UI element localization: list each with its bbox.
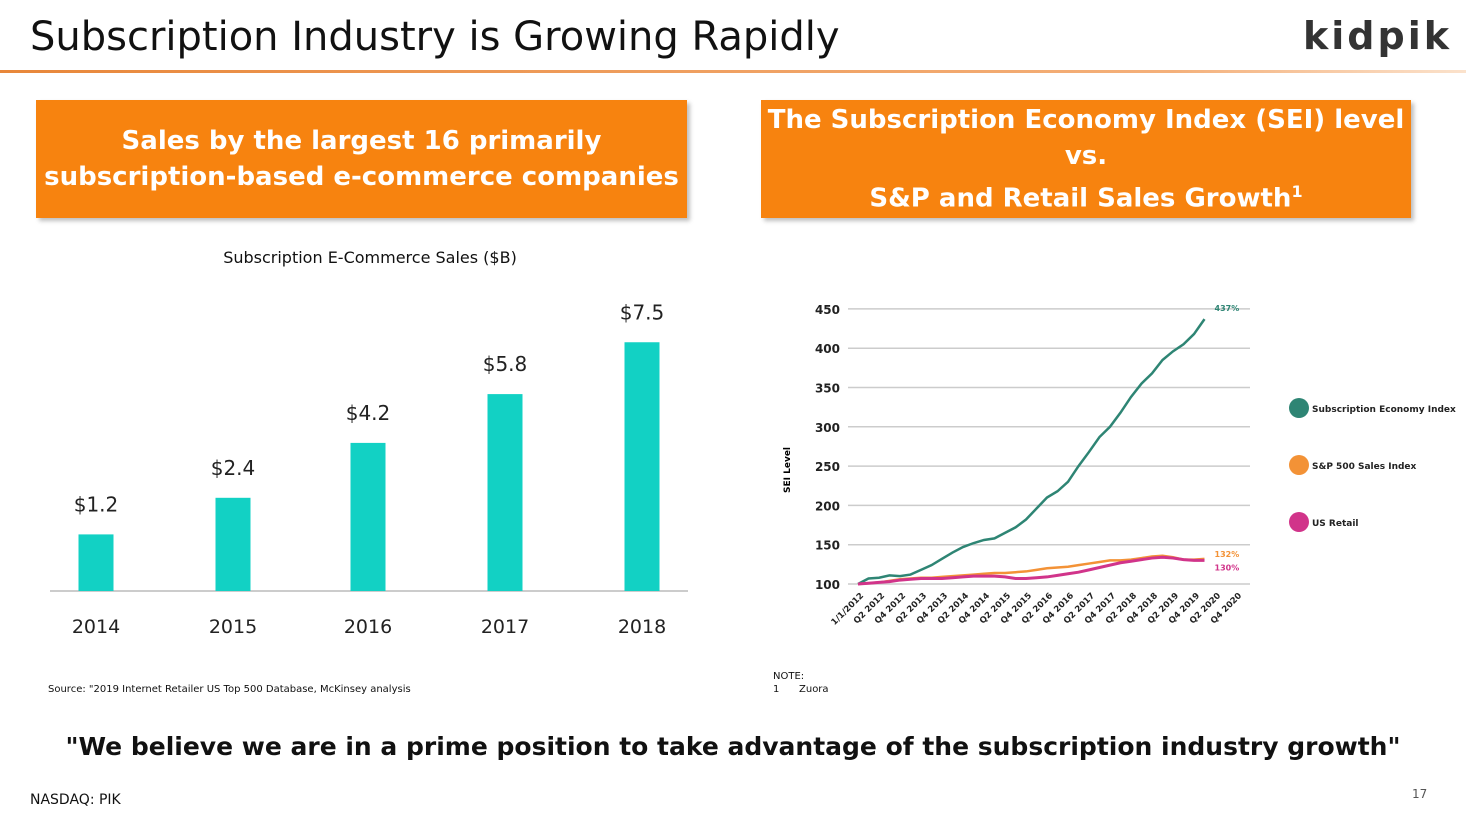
note-label: NOTE: [773, 671, 805, 682]
data-label: $4.2 [346, 401, 391, 425]
bar-chart-title: Subscription E-Commerce Sales ($B) [223, 248, 517, 267]
bar-chart: $1.2 2014 $2.4 2015 $4.2 2016 $5.8 2017 $7.5 2018 [50, 300, 688, 638]
bar-2014 [78, 534, 114, 591]
bar-2018 [624, 342, 660, 591]
x-tick-label: 2018 [618, 616, 666, 638]
y-tick-label: 350 [815, 382, 840, 396]
right-header-box: The Subscription Economy Index (SEI) lev… [761, 100, 1411, 218]
note-text: Zuora [799, 684, 829, 695]
bar-2017 [487, 394, 523, 591]
legend-marker [1289, 398, 1309, 418]
bar-2016 [350, 442, 386, 591]
y-tick-label: 150 [815, 539, 840, 553]
data-label: $1.2 [74, 492, 119, 516]
title-divider [0, 70, 1466, 73]
end-label: 437% [1215, 304, 1240, 313]
data-label: $7.5 [620, 300, 665, 324]
source-note: Source: "2019 Internet Retailer US Top 5… [48, 684, 411, 695]
right-header-line2: S&P and Retail Sales Growth [869, 183, 1292, 214]
data-label: $5.8 [483, 352, 528, 376]
left-header-line2: subscription-based e-commerce companies [44, 162, 679, 192]
page-number: 17 [1412, 787, 1428, 801]
legend-marker [1289, 455, 1309, 475]
footnote-marker: 1 [1291, 181, 1303, 201]
series-line-0 [857, 318, 1206, 586]
end-label: 132% [1215, 550, 1240, 559]
y-tick-label: 400 [815, 342, 840, 356]
x-tick-label: 2015 [209, 616, 257, 638]
y-tick-label: 200 [815, 499, 840, 513]
page-title: Subscription Industry is Growing Rapidly [30, 14, 840, 60]
right-header-line1: The Subscription Economy Index (SEI) lev… [767, 104, 1405, 171]
y-axis-label: SEI Level [783, 447, 793, 493]
y-tick-label: 300 [815, 421, 840, 435]
y-tick-label: 250 [815, 460, 840, 474]
legend-marker [1289, 512, 1309, 532]
legend-label: S&P 500 Sales Index [1312, 462, 1417, 472]
ticker: NASDAQ: PIK [30, 792, 121, 808]
end-label: 130% [1215, 563, 1240, 572]
left-header-box: Sales by the largest 16 primarily subscri… [36, 100, 687, 218]
legend-label: US Retail [1312, 519, 1359, 529]
legend-label: Subscription Economy Index [1312, 405, 1456, 415]
kidpik-logo: kidpik [1303, 14, 1452, 58]
note-number: 1 [773, 684, 780, 695]
bar-2015 [215, 497, 251, 591]
y-tick-label: 100 [815, 578, 840, 592]
y-tick-label: 450 [815, 303, 840, 317]
x-tick-label: 2017 [481, 616, 529, 638]
x-tick-label: 2016 [344, 616, 392, 638]
data-label: $2.4 [211, 456, 256, 480]
left-header-line1: Sales by the largest 16 primarily [121, 126, 602, 156]
quote: "We believe we are in a prime position t… [65, 732, 1401, 761]
series-line-2 [857, 555, 1205, 586]
x-tick-label: 2014 [72, 616, 120, 638]
